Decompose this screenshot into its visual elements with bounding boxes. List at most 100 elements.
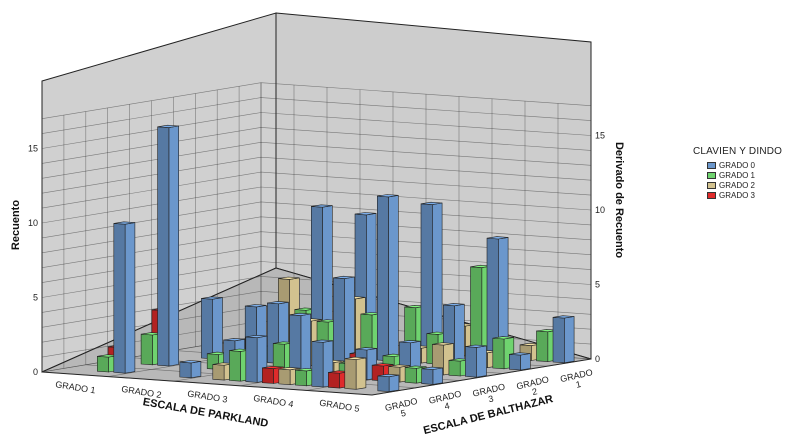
legend-item: GRADO 1 <box>707 170 782 180</box>
bar-side <box>376 195 389 362</box>
bar-face <box>454 303 465 366</box>
grid-line <box>41 141 592 179</box>
bar <box>420 201 443 354</box>
bar-top <box>289 312 311 316</box>
bar-side <box>421 368 434 385</box>
x-tick-label: GRADO 3 <box>187 388 229 404</box>
bar-top <box>399 340 421 344</box>
bar-top <box>201 296 223 300</box>
grid-line <box>41 186 592 224</box>
bar <box>201 296 223 360</box>
y-right-tick-label: 5 <box>595 280 600 290</box>
x-tick-label: GRADO 5 <box>319 398 361 414</box>
bar-top <box>432 342 454 346</box>
legend-swatch <box>707 181 716 189</box>
bar-top <box>492 336 514 340</box>
bar-side <box>344 358 357 390</box>
x-tick-label: GRADO 4 <box>253 393 295 409</box>
bar-side <box>470 266 483 358</box>
floor-grid-line <box>371 358 592 396</box>
bar-top <box>157 124 179 128</box>
bar-side <box>492 337 505 370</box>
bar-side <box>201 298 213 360</box>
bar-top <box>267 301 289 305</box>
bar-face <box>432 367 444 385</box>
bar-top <box>388 364 410 368</box>
bar-top <box>333 275 355 279</box>
x-tick-label: GRADO 1 <box>55 379 97 395</box>
y-right-tick-label: 10 <box>595 205 605 215</box>
bar-top <box>372 363 394 367</box>
bar-face <box>388 374 400 392</box>
bar-top <box>552 315 575 319</box>
bar-top <box>421 366 443 370</box>
bar-top <box>245 304 267 308</box>
bar-side <box>536 330 549 362</box>
bar <box>113 221 136 374</box>
z-tick-label: GRADO3 <box>472 381 508 407</box>
bar-side <box>157 126 170 367</box>
bar <box>552 315 575 364</box>
y-tick-label: 15 <box>28 144 38 154</box>
bar <box>508 352 531 371</box>
bar-top <box>465 344 487 348</box>
bar-top <box>245 334 267 339</box>
y-axis-right-title: Derivado de Recuento <box>613 142 625 258</box>
bar-top <box>179 360 201 364</box>
y-tick-label: 10 <box>28 218 38 228</box>
bar-side <box>294 369 307 387</box>
legend-label: GRADO 3 <box>719 190 756 200</box>
floor-grid-line <box>41 371 373 396</box>
legend-item: GRADO 2 <box>707 180 782 190</box>
bar-top <box>311 204 333 208</box>
bar <box>486 236 509 359</box>
bar-top <box>278 276 300 280</box>
legend-title: CLAVIEN Y DINDO <box>693 146 783 157</box>
bar-side <box>97 355 109 373</box>
bar <box>333 275 355 369</box>
y-right-tick-label: 0 <box>595 354 600 364</box>
bar-face <box>431 202 443 354</box>
bar-side <box>179 361 192 379</box>
legend-item: GRADO 0 <box>707 160 782 170</box>
bar-top <box>355 347 377 351</box>
bar-face <box>168 125 179 367</box>
legend-label: GRADO 0 <box>719 160 756 170</box>
legend-label: GRADO 2 <box>719 180 756 190</box>
bar-top <box>509 352 531 356</box>
bar-side <box>327 372 340 389</box>
bar <box>289 312 312 376</box>
bar-face <box>388 194 399 362</box>
bar-top <box>344 356 366 360</box>
z-tick-label: GRADO4 <box>428 389 464 415</box>
grid-line <box>41 156 592 194</box>
legend: CLAVIEN Y DINDO GRADO 0 GRADO 1 GRADO 2 … <box>693 146 782 200</box>
bar-side <box>465 346 478 378</box>
bar-face <box>124 222 136 374</box>
grid-line <box>41 112 592 149</box>
bar-side <box>278 368 291 386</box>
y-tick-label: 0 <box>33 367 38 377</box>
bar-side <box>420 203 433 354</box>
legend-label: GRADO 1 <box>719 170 756 180</box>
bar-face <box>212 297 223 360</box>
bar-face <box>476 345 487 378</box>
bar-top <box>354 212 377 216</box>
bar-side <box>229 350 241 382</box>
legend-swatch <box>707 191 716 199</box>
bar-side <box>261 367 274 384</box>
bar-side <box>113 223 126 374</box>
z-tick-label: GRADO1 <box>559 367 595 393</box>
bar-top <box>486 236 509 240</box>
bar-side <box>311 341 324 388</box>
bar-side <box>404 367 417 384</box>
bar-face <box>355 357 367 390</box>
bar-side <box>377 375 390 392</box>
bar <box>465 344 487 378</box>
bar-top <box>443 303 465 307</box>
bar <box>157 124 179 367</box>
bar-top <box>377 194 399 198</box>
bar-top <box>420 201 443 205</box>
bar-face <box>300 313 312 376</box>
